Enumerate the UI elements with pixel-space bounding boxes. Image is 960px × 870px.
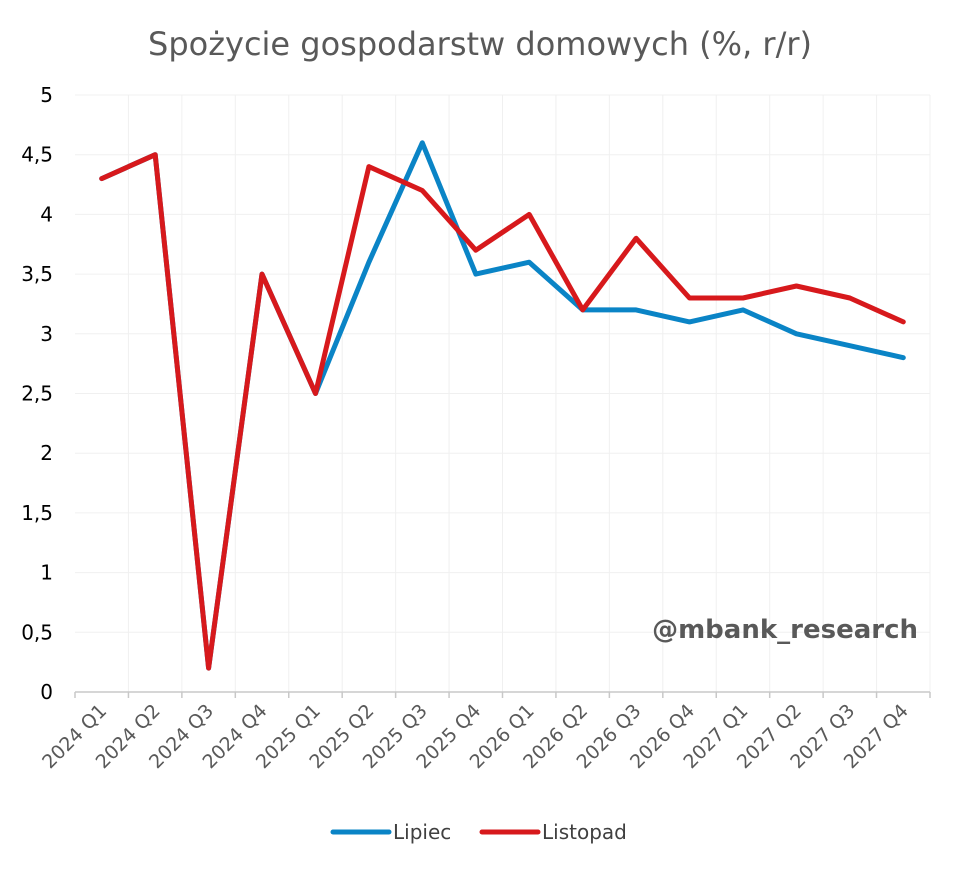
y-tick-label: 0	[40, 680, 53, 704]
y-tick-label: 3,5	[21, 262, 53, 286]
axes	[74, 691, 931, 698]
y-tick-label: 4	[40, 202, 53, 226]
y-axis-ticks: 0 0,5 1 1,5 2 2,5 3 3,5 4 4,5 5	[21, 83, 53, 704]
chart-title: Spożycie gospodarstw domowych (%, r/r)	[148, 25, 812, 63]
y-tick-label: 2,5	[21, 382, 53, 406]
watermark-annotation: @mbank_research	[652, 615, 918, 645]
legend: Lipiec Listopad	[330, 820, 627, 844]
legend-label: Listopad	[542, 820, 627, 844]
y-tick-label: 5	[40, 83, 53, 107]
series-line-listopad	[99, 152, 906, 671]
gridlines	[75, 94, 931, 692]
y-tick-label: 2	[40, 441, 53, 465]
y-tick-label: 1,5	[21, 501, 53, 525]
y-tick-label: 1	[40, 561, 53, 585]
y-tick-label: 4,5	[21, 143, 53, 167]
y-tick-label: 3	[40, 322, 53, 346]
legend-label: Lipiec	[393, 820, 451, 844]
y-tick-label: 0,5	[21, 620, 53, 644]
series-lines	[99, 140, 906, 671]
